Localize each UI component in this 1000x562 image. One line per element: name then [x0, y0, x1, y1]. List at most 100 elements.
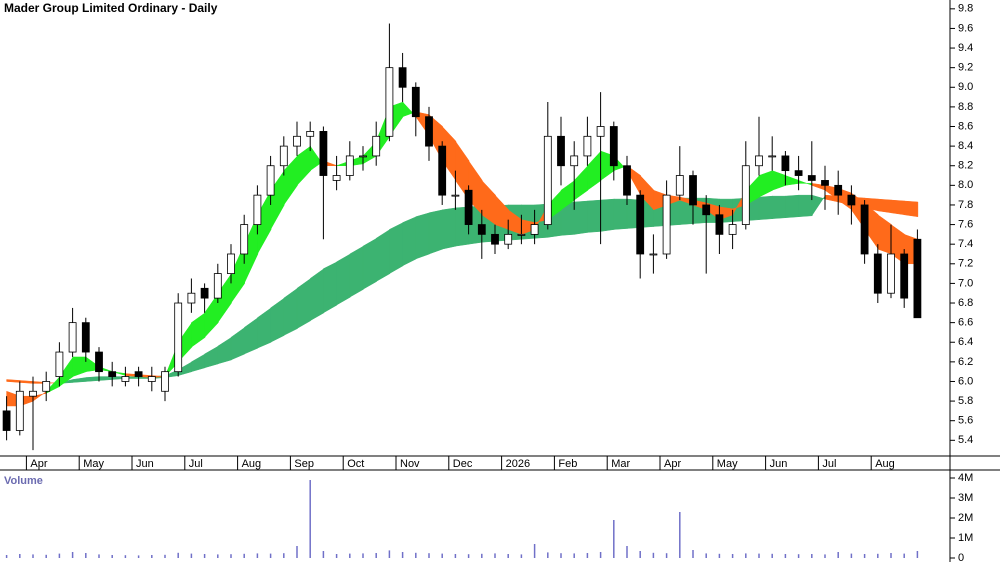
y-tick-label: 8.6 — [958, 120, 973, 132]
candle-body — [55, 351, 64, 377]
candle-body — [913, 238, 922, 319]
candle-body — [860, 204, 869, 255]
ribbon-segment — [85, 376, 100, 382]
ribbon-segment — [613, 198, 628, 230]
y-tick-label: 7.0 — [958, 277, 973, 289]
x-tick-label: May — [717, 458, 738, 470]
ribbon-segment — [758, 195, 773, 220]
candle-body — [491, 233, 499, 245]
ribbon-segment — [798, 194, 813, 217]
y-tick-label: 5.6 — [958, 415, 973, 427]
candle-body — [134, 371, 143, 377]
x-tick-label: Feb — [558, 458, 577, 470]
x-tick-label: 2026 — [506, 458, 530, 470]
y-tick-label: 0 — [958, 552, 964, 562]
candle-body — [15, 390, 24, 431]
candle-body — [266, 165, 275, 196]
candle-body — [2, 410, 11, 431]
ribbon-segment — [270, 169, 285, 231]
y-tick-label: 8.0 — [958, 179, 973, 191]
y-tick-label: 1M — [958, 532, 973, 544]
candle-body — [187, 292, 196, 304]
ribbon-segment — [204, 292, 219, 338]
x-tick-label: Aug — [875, 458, 895, 470]
candle-body — [161, 371, 169, 392]
x-tick-label: May — [83, 458, 104, 470]
ribbon-segment — [323, 261, 338, 314]
y-tick-label: 6.8 — [958, 297, 973, 309]
y-tick-label: 9.0 — [958, 81, 973, 93]
candle-body — [623, 165, 631, 196]
ribbon-segment — [230, 244, 245, 304]
x-tick-label: Jun — [136, 458, 154, 470]
x-tick-label: Mar — [611, 458, 630, 470]
candle-body — [530, 224, 539, 235]
candle-body — [781, 155, 790, 172]
ribbon-segment — [785, 194, 800, 218]
x-tick-label: Aug — [242, 458, 262, 470]
y-tick-label: 8.4 — [958, 140, 973, 152]
candle-body — [108, 371, 117, 377]
candle-body — [900, 253, 909, 299]
candle-body — [570, 155, 579, 167]
candle-body — [81, 322, 90, 353]
candle-body — [95, 351, 103, 373]
x-tick-label: Jun — [770, 458, 788, 470]
y-tick-label: 9.2 — [958, 62, 973, 74]
ribbon-segment — [890, 199, 905, 216]
y-tick-label: 9.4 — [958, 42, 973, 54]
candle-body — [557, 135, 565, 167]
volume-title: Volume — [4, 475, 43, 487]
ribbon-segment — [877, 198, 892, 214]
candle-body — [715, 214, 724, 235]
candle-body — [596, 126, 605, 137]
candle-body — [345, 155, 354, 176]
y-tick-label: 7.8 — [958, 199, 973, 211]
candle-body — [675, 175, 684, 196]
y-tick-label: 9.6 — [958, 22, 973, 34]
candle-body — [741, 165, 750, 225]
candle-body — [398, 67, 407, 88]
y-tick-label: 5.8 — [958, 395, 973, 407]
ribbon-segment — [573, 200, 589, 235]
candle-body — [213, 273, 222, 299]
ribbon-segment — [362, 237, 377, 290]
x-tick-label: Dec — [453, 458, 473, 470]
y-tick-label: 8.2 — [958, 160, 973, 172]
candle-body — [253, 194, 262, 225]
candle-body — [29, 390, 37, 397]
x-tick-label: Nov — [400, 458, 420, 470]
ribbon-segment — [257, 189, 272, 255]
candle-body — [477, 224, 486, 235]
ribbon-segment — [903, 200, 919, 218]
ribbon-segment — [481, 179, 496, 226]
candle-body — [200, 287, 209, 299]
candle-body — [517, 233, 526, 236]
x-tick-label: Oct — [347, 458, 364, 470]
candle-body — [807, 175, 816, 181]
candle-body — [794, 170, 803, 176]
candle-body — [847, 194, 856, 206]
y-tick-label: 7.6 — [958, 218, 973, 230]
ribbon-segment — [191, 312, 206, 348]
candle-body — [42, 381, 51, 392]
y-tick-label: 9.8 — [958, 3, 973, 15]
y-tick-label: 5.4 — [958, 434, 973, 446]
candle-body — [227, 253, 235, 274]
candle-body — [451, 194, 460, 197]
chart-title: Mader Group Limited Ordinary - Daily — [4, 1, 218, 15]
candle-body — [147, 376, 156, 382]
candle-body — [609, 126, 618, 167]
ribbon-segment — [217, 272, 232, 324]
x-tick-label: Jul — [189, 458, 203, 470]
candle-body — [662, 194, 671, 255]
candle-body — [385, 67, 394, 137]
ribbon-segment — [98, 376, 113, 381]
y-tick-label: 6.0 — [958, 375, 973, 387]
y-tick-label: 4M — [958, 472, 973, 484]
candle-body — [411, 86, 420, 118]
ribbon-segment — [389, 222, 404, 275]
candle-body — [68, 322, 77, 353]
candle-body — [121, 376, 130, 382]
